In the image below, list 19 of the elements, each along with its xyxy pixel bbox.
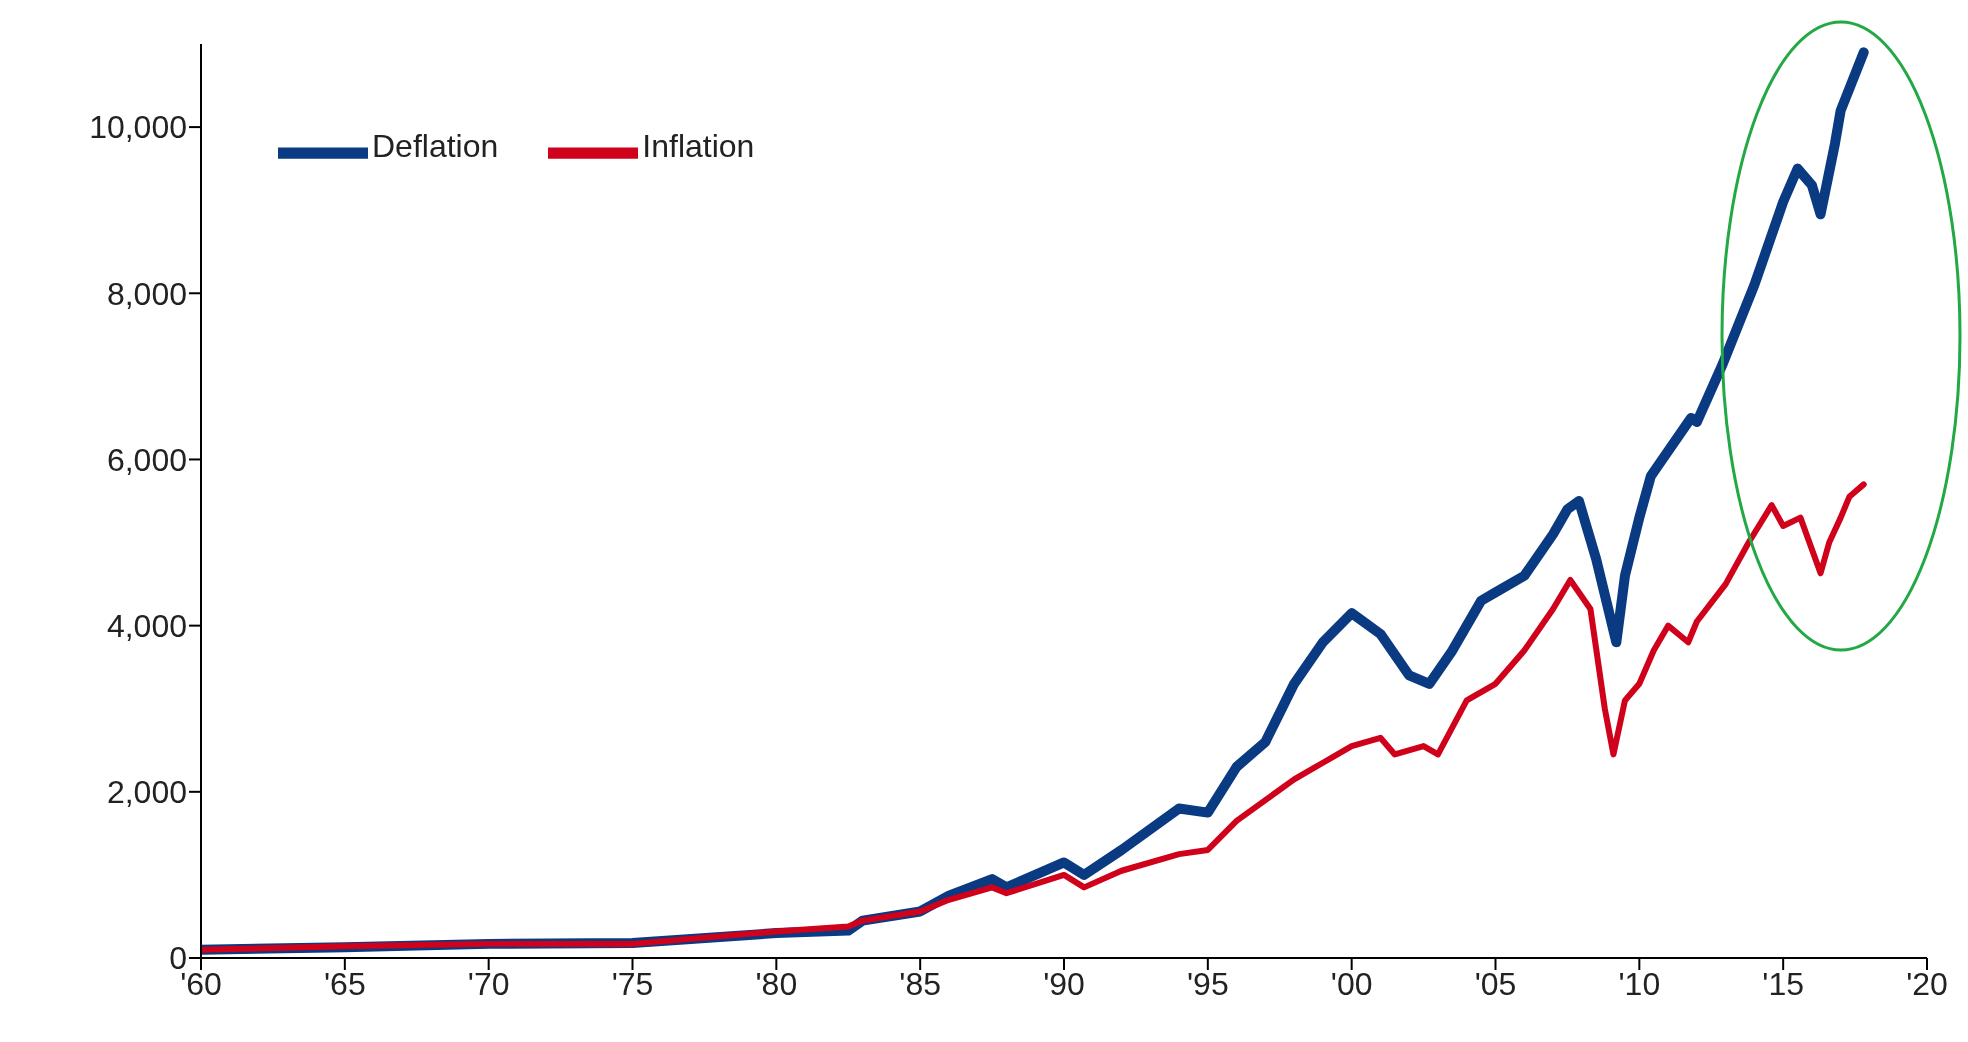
- legend-label: Inflation: [642, 128, 755, 165]
- x-tick-label: '80: [755, 965, 798, 1002]
- y-tick-label: 6,000: [106, 441, 187, 478]
- legend-label: Deflation: [372, 128, 499, 165]
- x-tick-label: '15: [1762, 965, 1805, 1002]
- x-tick-label: '00: [1330, 965, 1373, 1002]
- x-tick-label: '85: [899, 965, 942, 1002]
- x-tick-label: '95: [1186, 965, 1229, 1002]
- y-tick-label: 2,000: [106, 774, 187, 811]
- x-tick-label: '65: [323, 965, 366, 1002]
- x-tick-label: '10: [1618, 965, 1661, 1002]
- x-tick-label: '90: [1043, 965, 1085, 1002]
- y-tick-label: 4,000: [106, 608, 187, 644]
- x-tick-label: '05: [1474, 965, 1517, 1002]
- x-tick-label: '70: [467, 965, 510, 1002]
- x-tick-label: '75: [611, 965, 654, 1002]
- x-tick-label: '20: [1906, 965, 1948, 1002]
- y-tick-label: 10,000: [89, 109, 187, 146]
- y-tick-label: 8,000: [106, 275, 187, 312]
